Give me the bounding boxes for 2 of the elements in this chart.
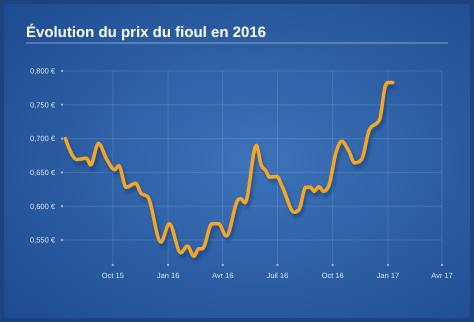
- line-series: [64, 80, 394, 258]
- chart-title: Évolution du prix du fioul en 2016: [26, 23, 266, 41]
